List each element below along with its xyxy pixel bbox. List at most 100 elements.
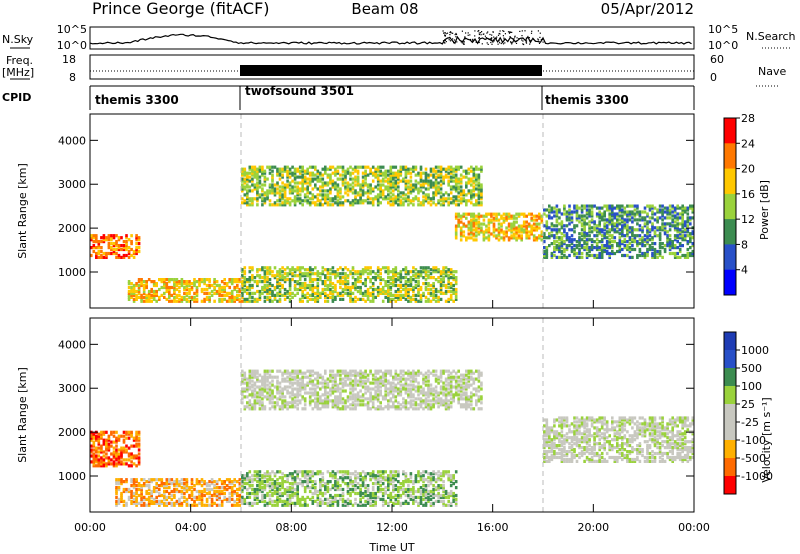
range-cell xyxy=(673,208,677,212)
range-cell xyxy=(303,195,307,199)
range-cell xyxy=(248,293,252,297)
range-cell xyxy=(263,474,267,478)
range-cell xyxy=(459,179,463,183)
range-cell xyxy=(331,293,335,297)
range-cell xyxy=(651,247,654,252)
range-cell xyxy=(233,280,236,284)
range-cell xyxy=(225,499,229,503)
range-cell xyxy=(389,171,393,175)
range-cell xyxy=(293,280,297,284)
range-cell xyxy=(334,187,337,191)
range-cell xyxy=(170,501,174,505)
range-cell xyxy=(384,270,387,274)
range-cell xyxy=(651,255,654,259)
range-cell xyxy=(397,177,400,181)
range-cell xyxy=(643,206,647,210)
range-cell xyxy=(135,495,138,499)
range-cell xyxy=(220,280,224,284)
range-cell xyxy=(102,430,106,434)
range-cell xyxy=(210,289,214,294)
range-cell xyxy=(308,270,312,274)
range-cell xyxy=(449,276,453,280)
range-cell xyxy=(329,278,332,282)
range-cell xyxy=(175,278,179,282)
range-cell xyxy=(437,175,440,179)
range-cell xyxy=(288,489,292,494)
range-cell xyxy=(580,208,584,212)
range-cell xyxy=(142,495,146,499)
range-cell xyxy=(648,238,652,242)
range-cell xyxy=(432,169,435,173)
range-cell xyxy=(578,240,581,244)
range-cell xyxy=(409,171,413,175)
range-cell xyxy=(595,244,599,248)
range-cell xyxy=(656,208,659,212)
range-cell xyxy=(470,222,473,226)
range-cell xyxy=(480,197,483,201)
range-cell xyxy=(603,244,606,248)
range-cell xyxy=(643,218,647,222)
range-cell xyxy=(341,179,345,183)
range-cell xyxy=(349,295,352,299)
range-cell xyxy=(633,212,637,216)
range-cell xyxy=(198,497,201,501)
range-cell xyxy=(218,293,221,297)
colorbar-tick-label: 12 xyxy=(741,213,755,226)
range-cell xyxy=(459,191,463,195)
range-cell xyxy=(404,167,408,171)
range-cell xyxy=(666,236,669,240)
range-cell xyxy=(183,495,186,499)
nsearch-point xyxy=(491,34,493,36)
range-cell xyxy=(324,274,327,278)
range-cell xyxy=(394,299,398,303)
range-cell xyxy=(570,218,574,222)
range-cell xyxy=(308,173,312,177)
range-cell xyxy=(351,185,355,189)
colorbar-segment xyxy=(724,168,736,195)
range-cell xyxy=(127,297,131,301)
range-cell xyxy=(92,434,96,438)
range-cell xyxy=(324,183,327,187)
range-cell xyxy=(402,491,405,496)
range-cell xyxy=(334,183,337,187)
range-cell xyxy=(638,253,642,258)
range-cell xyxy=(326,482,330,486)
range-cell xyxy=(243,297,247,301)
range-cell xyxy=(306,189,309,193)
nsearch-point xyxy=(500,42,502,45)
range-cell xyxy=(636,204,639,208)
range-cell xyxy=(188,486,191,490)
range-cell xyxy=(477,173,481,177)
range-cell xyxy=(341,183,345,187)
range-cell xyxy=(616,226,619,230)
range-cell xyxy=(457,191,460,195)
range-cell xyxy=(653,218,657,222)
range-cell xyxy=(470,228,473,232)
range-cell xyxy=(621,228,624,232)
range-cell xyxy=(462,169,466,173)
range-cell xyxy=(686,208,690,212)
range-cell xyxy=(158,484,161,488)
range-cell xyxy=(173,297,176,301)
range-cell xyxy=(439,282,443,286)
range-cell xyxy=(339,191,342,195)
range-cell xyxy=(293,167,297,171)
range-cell xyxy=(258,193,262,197)
range-cell xyxy=(608,251,611,256)
range-cell xyxy=(402,165,405,169)
range-cell xyxy=(379,487,382,492)
range-cell xyxy=(550,253,554,258)
range-cell xyxy=(102,255,106,259)
range-cell xyxy=(394,278,398,282)
range-cell xyxy=(356,270,360,274)
range-cell xyxy=(580,210,584,214)
range-cell xyxy=(258,487,262,492)
range-cell xyxy=(678,212,682,216)
range-cell xyxy=(691,210,695,214)
range-cell xyxy=(422,179,425,183)
range-cell xyxy=(384,197,387,201)
range-cell xyxy=(376,268,380,272)
range-cell xyxy=(308,177,312,181)
range-cell xyxy=(246,201,249,205)
nsearch-point xyxy=(455,33,458,36)
